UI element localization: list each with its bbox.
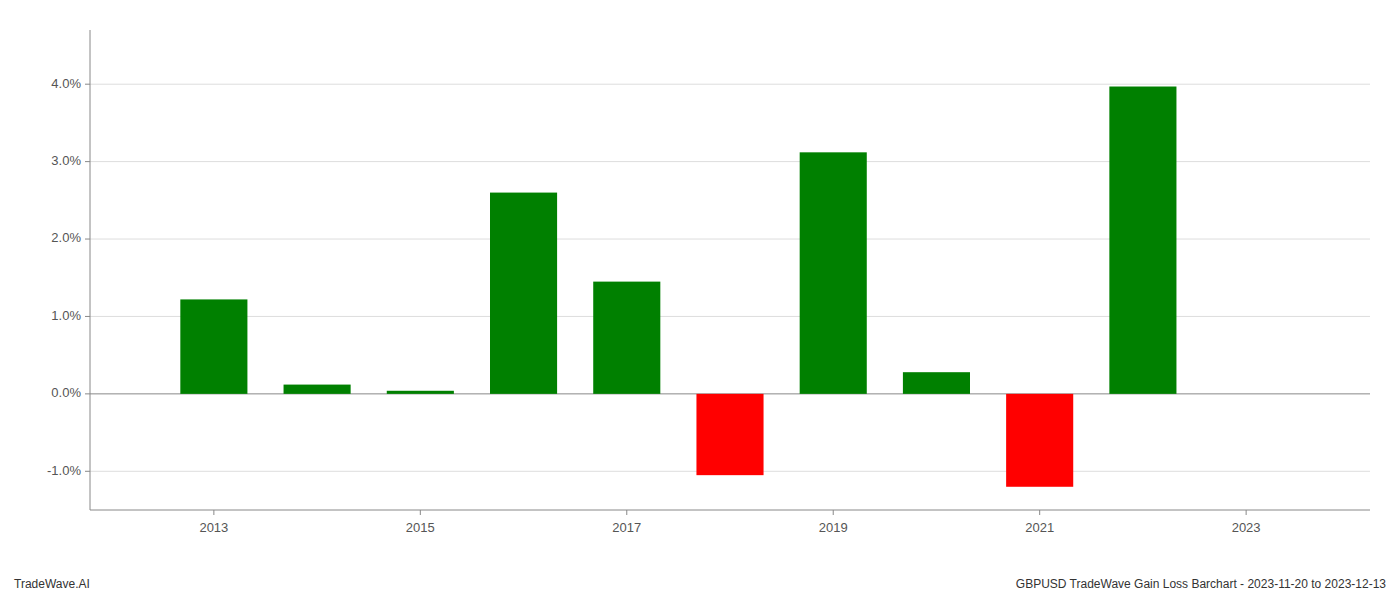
y-tick	[85, 239, 90, 240]
bar	[1109, 87, 1176, 394]
x-tick	[1039, 510, 1040, 515]
bar	[387, 391, 454, 394]
watermark: TradeWave.AI	[14, 577, 90, 591]
y-tick-label: -1.0%	[47, 463, 81, 478]
x-axis: 2013 2015 2017 2019 2021 2023	[90, 510, 1370, 535]
grid-line	[90, 316, 1370, 317]
y-tick-label: 3.0%	[51, 153, 81, 168]
x-axis-line	[90, 510, 1370, 511]
bar	[903, 372, 970, 394]
y-tick	[85, 393, 90, 394]
y-tick-label: 2.0%	[51, 230, 81, 245]
x-tick-label: 2019	[819, 520, 848, 535]
grid-line	[90, 239, 1370, 240]
chart-container: -1.0%0.0%1.0%2.0%3.0%4.0%201320152017201…	[0, 0, 1400, 600]
bar	[800, 152, 867, 394]
y-axis: -1.0% 0.0% 1.0% 2.0% 3.0% 4.0%	[47, 30, 90, 510]
bar	[284, 385, 351, 394]
y-axis-line	[90, 30, 91, 510]
x-tick-label: 2017	[612, 520, 641, 535]
y-tick-label: 4.0%	[51, 76, 81, 91]
x-tick-label: 2015	[406, 520, 435, 535]
x-tick	[420, 510, 421, 515]
y-tick-label: 0.0%	[51, 385, 81, 400]
bar	[490, 193, 557, 394]
bars	[180, 87, 1176, 487]
y-tick	[85, 161, 90, 162]
bar	[696, 394, 763, 475]
x-tick-label: 2021	[1025, 520, 1054, 535]
x-tick	[1246, 510, 1247, 515]
y-tick	[85, 84, 90, 85]
y-tick	[85, 316, 90, 317]
bar	[1006, 394, 1073, 487]
bar	[180, 299, 247, 393]
x-tick-label: 2023	[1232, 520, 1261, 535]
y-tick	[85, 471, 90, 472]
grid-line	[90, 84, 1370, 85]
bar	[593, 282, 660, 394]
x-tick	[833, 510, 834, 515]
chart-svg: -1.0%0.0%1.0%2.0%3.0%4.0%201320152017201…	[0, 0, 1400, 600]
title: GBPUSD TradeWave Gain Loss Barchart - 20…	[1016, 577, 1387, 591]
x-tick	[213, 510, 214, 515]
y-tick-label: 1.0%	[51, 308, 81, 323]
grid-line	[90, 161, 1370, 162]
x-tick-label: 2013	[199, 520, 228, 535]
x-tick	[626, 510, 627, 515]
